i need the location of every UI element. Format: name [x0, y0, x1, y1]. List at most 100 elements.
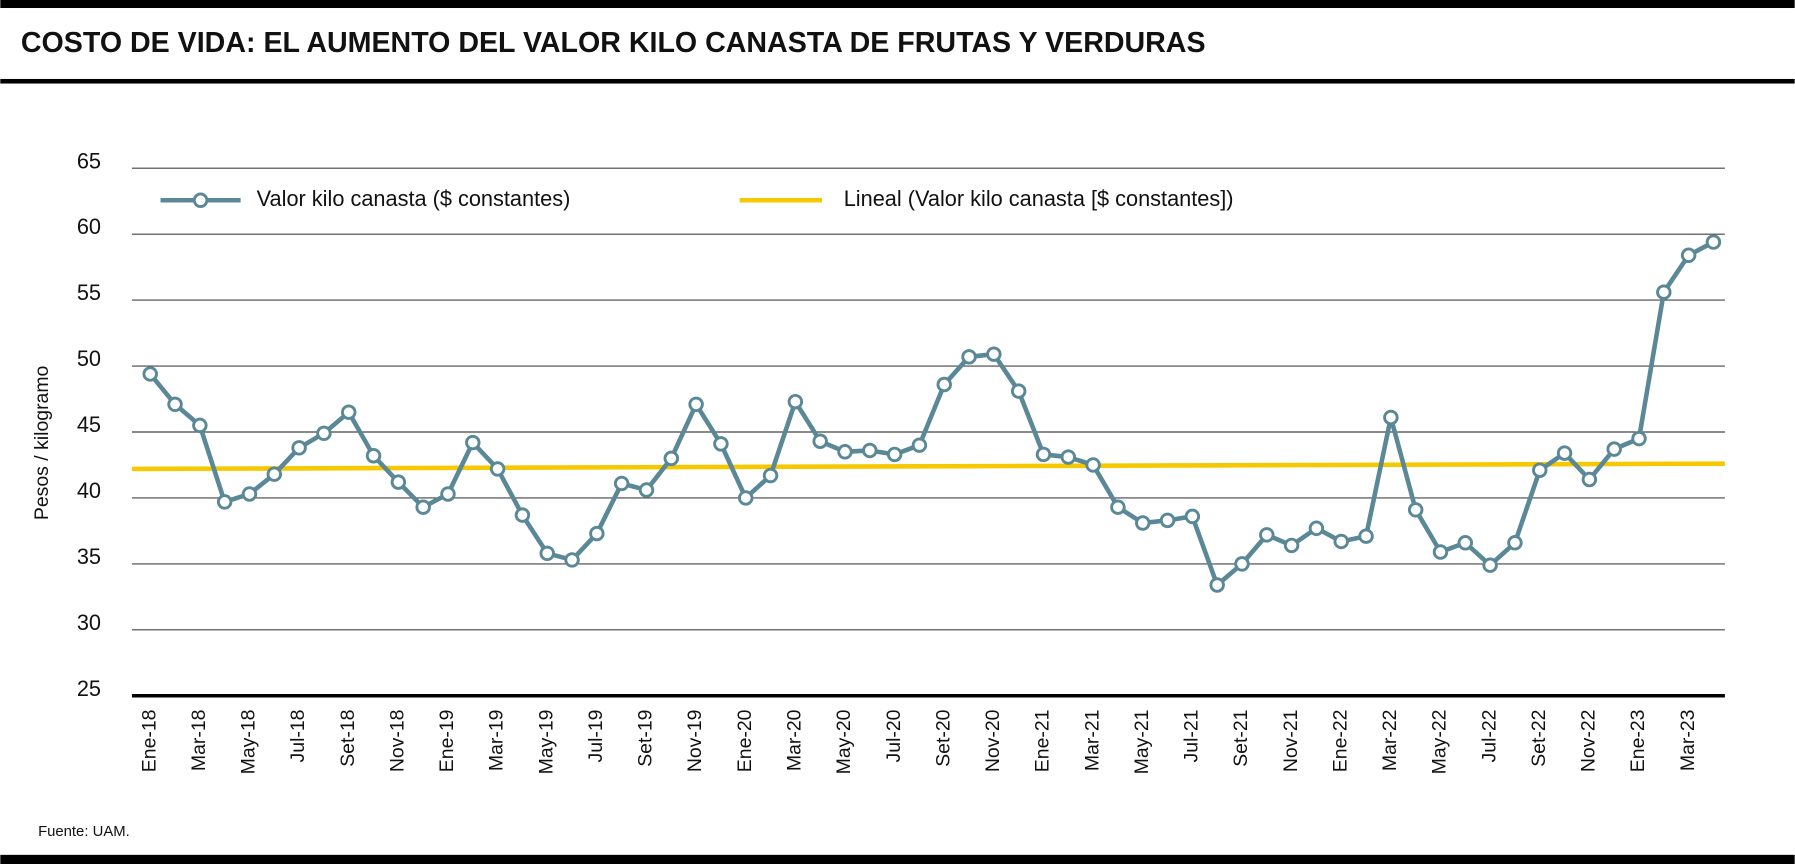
data-point — [936, 376, 952, 393]
data-point — [1060, 449, 1077, 465]
data-point — [1259, 527, 1275, 543]
data-point — [1283, 537, 1300, 554]
data-point — [961, 349, 977, 365]
y-tick-label: 60 — [77, 214, 101, 239]
data-point — [1556, 445, 1573, 461]
data-point — [241, 486, 258, 502]
data-point — [1010, 383, 1027, 399]
y-tick-label: 30 — [77, 610, 101, 635]
data-point — [738, 490, 754, 506]
data-point — [1482, 557, 1498, 573]
x-tick-label: May-19 — [535, 710, 557, 775]
data-point — [613, 475, 630, 492]
chart-title: COSTO DE VIDA: EL AUMENTO DEL VALOR KILO… — [21, 27, 1206, 59]
data-point — [341, 404, 357, 420]
data-point — [762, 467, 779, 484]
source: Fuente: UAM. — [38, 824, 130, 840]
title-rule — [0, 78, 1795, 84]
data-point — [1680, 247, 1697, 263]
y-tick-label: 50 — [77, 346, 101, 371]
data-point — [440, 486, 456, 502]
x-tick-label: Ene-21 — [1032, 710, 1054, 773]
data-point — [564, 552, 580, 568]
trend-line — [131, 461, 1725, 472]
data-point — [216, 494, 233, 510]
data-point — [1581, 471, 1598, 488]
x-tick-label: Set-19 — [635, 710, 657, 767]
data-point — [489, 461, 506, 477]
x-tick-label: Nov-21 — [1280, 710, 1302, 773]
x-tick-label: Set-18 — [337, 710, 359, 767]
data-point — [1532, 462, 1548, 478]
data-point — [589, 525, 605, 542]
legend-label: Lineal (Valor kilo canasta [$ constantes… — [844, 186, 1234, 211]
x-tick-label: Nov-18 — [386, 710, 408, 773]
data-point — [365, 448, 382, 464]
x-tick-label: Mar-18 — [188, 710, 210, 772]
x-tick-label: Set-20 — [932, 709, 954, 766]
x-tick-label: Nov-20 — [982, 709, 1004, 772]
data-point — [316, 425, 332, 442]
data-point — [1432, 544, 1449, 560]
data-point — [167, 396, 183, 413]
data-point — [1035, 446, 1052, 463]
data-point — [415, 499, 431, 515]
y-axis-label: Pesos / kilogramo — [31, 366, 53, 521]
x-tick-label: Ene-19 — [436, 710, 458, 773]
data-point — [1135, 515, 1151, 531]
x-tick-label: Jul-20 — [883, 709, 905, 762]
data-point — [514, 507, 531, 523]
y-tick-label: 55 — [77, 280, 101, 305]
x-tick-label: Jul-21 — [1181, 710, 1203, 763]
data-point — [837, 444, 853, 460]
series-line — [148, 240, 1715, 588]
data-point — [1407, 502, 1424, 518]
data-point — [1507, 535, 1523, 551]
data-point — [1631, 430, 1647, 447]
data-point — [1234, 556, 1250, 572]
x-tick-label: Mar-19 — [486, 710, 508, 772]
bottom-bar — [0, 854, 1795, 864]
data-point — [291, 440, 307, 456]
data-point — [812, 433, 828, 449]
data-point — [688, 396, 704, 413]
data-point — [142, 366, 158, 382]
x-tick-label: Ene-20 — [734, 709, 756, 772]
legend-label: Valor kilo canasta ($ constantes) — [257, 186, 571, 211]
x-tick-label: Ene-18 — [138, 710, 160, 773]
data-point — [1110, 499, 1126, 515]
data-point — [1606, 441, 1622, 457]
x-tick-label: May-18 — [238, 710, 260, 775]
data-point — [1209, 577, 1225, 593]
data-point — [192, 417, 208, 434]
data-point — [911, 437, 928, 453]
data-point — [1358, 528, 1374, 544]
y-tick-label: 40 — [77, 478, 101, 503]
data-point — [663, 450, 680, 467]
x-tick-label: Set-22 — [1528, 710, 1550, 767]
x-tick-label: May-21 — [1131, 710, 1153, 775]
data-point — [1383, 409, 1399, 426]
data-point — [1184, 508, 1201, 525]
x-tick-label: Jul-22 — [1478, 710, 1500, 763]
data-point — [1308, 520, 1325, 537]
x-tick-label: Mar-22 — [1379, 710, 1401, 772]
x-tick-label: May-22 — [1429, 710, 1451, 775]
x-tick-label: Jul-18 — [287, 710, 309, 763]
data-point — [1656, 284, 1672, 300]
y-tick-label: 35 — [77, 544, 101, 569]
data-point — [886, 446, 903, 463]
x-tick-label: Set-21 — [1230, 710, 1252, 767]
x-tick-label: Nov-19 — [684, 710, 706, 773]
data-point — [638, 482, 655, 498]
x-tick-label: Mar-23 — [1677, 710, 1699, 772]
y-tick-label: 25 — [77, 676, 101, 701]
data-point — [1159, 512, 1176, 529]
x-tick-label: Mar-21 — [1081, 710, 1103, 772]
data-point — [986, 346, 1002, 362]
data-point — [1085, 457, 1101, 473]
data-point — [1333, 533, 1349, 550]
data-point — [787, 393, 804, 410]
data-point — [465, 434, 481, 451]
